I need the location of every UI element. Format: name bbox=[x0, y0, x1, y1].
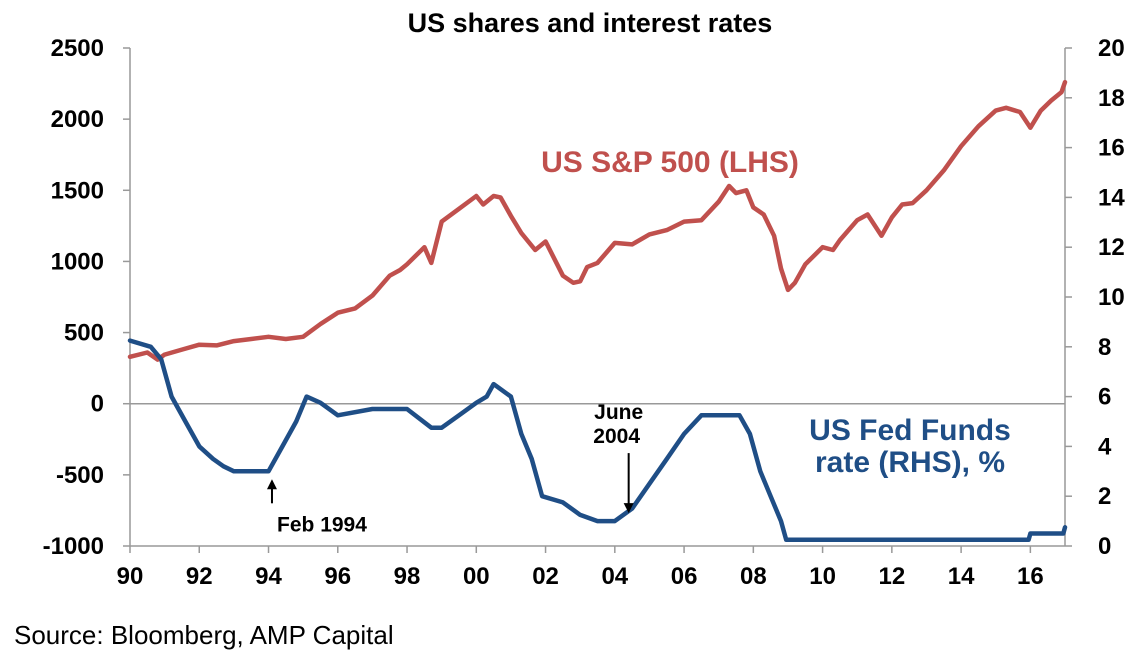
right-tick-label: 14 bbox=[1098, 184, 1125, 211]
june2004-annotation-line2: 2004 bbox=[593, 425, 640, 448]
x-tick-label: 00 bbox=[463, 563, 490, 590]
right-tick-label: 12 bbox=[1098, 234, 1125, 261]
right-tick-label: 6 bbox=[1098, 384, 1111, 411]
sp500-series-label: US S&P 500 (LHS) bbox=[541, 146, 799, 179]
left-tick-label: -500 bbox=[56, 462, 104, 489]
left-tick-label: 0 bbox=[91, 391, 104, 418]
left-tick-label: 1500 bbox=[51, 177, 104, 204]
left-tick-label: 500 bbox=[64, 320, 104, 347]
left-tick-label: -1000 bbox=[43, 533, 104, 560]
chart-axes: 25002000150010005000-500-100020181614121… bbox=[43, 35, 1126, 590]
chart-labels: US S&P 500 (LHS) US Fed Funds rate (RHS)… bbox=[541, 146, 1011, 479]
june2004-arrowhead bbox=[623, 503, 634, 514]
x-tick-label: 98 bbox=[394, 563, 421, 590]
feb1994-arrowhead bbox=[266, 479, 277, 490]
left-tick-label: 2000 bbox=[51, 106, 104, 133]
right-tick-label: 4 bbox=[1098, 433, 1112, 460]
x-tick-label: 96 bbox=[324, 563, 351, 590]
fedfunds-series-label-line2: rate (RHS), % bbox=[815, 446, 1005, 479]
x-tick-label: 08 bbox=[740, 563, 767, 590]
fedfunds-line bbox=[127, 338, 1068, 543]
chart-title: US shares and interest rates bbox=[408, 8, 773, 38]
x-tick-label: 12 bbox=[879, 563, 906, 590]
sp500-line bbox=[127, 79, 1068, 362]
x-tick-label: 10 bbox=[809, 563, 836, 590]
x-tick-label: 14 bbox=[948, 563, 975, 590]
right-tick-label: 18 bbox=[1098, 85, 1125, 112]
left-tick-label: 1000 bbox=[51, 248, 104, 275]
x-tick-label: 02 bbox=[532, 563, 559, 590]
right-tick-label: 20 bbox=[1098, 35, 1125, 62]
feb1994-annotation: Feb 1994 bbox=[277, 513, 367, 536]
x-tick-label: 06 bbox=[671, 563, 698, 590]
x-tick-label: 16 bbox=[1017, 563, 1044, 590]
right-tick-label: 2 bbox=[1098, 483, 1111, 510]
source-note: Source: Bloomberg, AMP Capital bbox=[14, 620, 394, 650]
chart-series bbox=[127, 79, 1068, 543]
right-tick-label: 0 bbox=[1098, 533, 1111, 560]
x-tick-label: 04 bbox=[601, 563, 628, 590]
x-tick-label: 90 bbox=[117, 563, 144, 590]
left-tick-label: 2500 bbox=[51, 35, 104, 62]
x-tick-label: 92 bbox=[186, 563, 213, 590]
fedfunds-series-label-line1: US Fed Funds bbox=[809, 414, 1011, 447]
right-tick-label: 10 bbox=[1098, 284, 1125, 311]
x-tick-label: 94 bbox=[255, 563, 282, 590]
june2004-annotation-line1: June bbox=[594, 401, 643, 424]
right-tick-label: 16 bbox=[1098, 135, 1125, 162]
right-tick-label: 8 bbox=[1098, 334, 1111, 361]
